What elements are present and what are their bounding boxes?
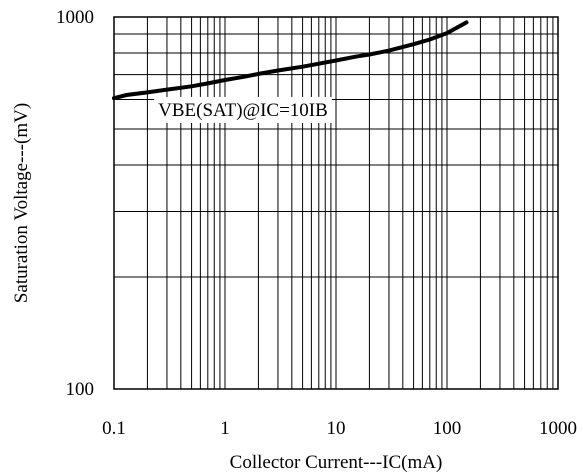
annotation-label: VBE(SAT)@IC=10IB bbox=[158, 100, 328, 121]
series-line bbox=[112, 20, 469, 101]
grid-lines bbox=[114, 17, 558, 389]
y-axis-title: Saturation Voltage---(mV) bbox=[11, 103, 32, 303]
x-tick-label: 0.1 bbox=[102, 418, 126, 439]
curve-annotation: VBE(SAT)@IC=10IB bbox=[154, 96, 332, 123]
series-group bbox=[112, 20, 469, 101]
x-tick-label: 1000 bbox=[539, 418, 577, 439]
annotation-background bbox=[154, 96, 332, 123]
y-tick-labels: 100 1000 bbox=[56, 7, 94, 400]
plot-area bbox=[113, 16, 559, 390]
x-tick-label: 10 bbox=[327, 418, 346, 439]
x-tick-labels: 0.1 1 10 100 1000 bbox=[102, 418, 577, 439]
x-axis-title: Collector Current---IC(mA) bbox=[230, 452, 443, 473]
x-tick-label: 1 bbox=[220, 418, 230, 439]
x-tick-label: 100 bbox=[433, 418, 462, 439]
y-tick-label: 1000 bbox=[56, 7, 94, 28]
y-tick-label: 100 bbox=[66, 379, 95, 400]
